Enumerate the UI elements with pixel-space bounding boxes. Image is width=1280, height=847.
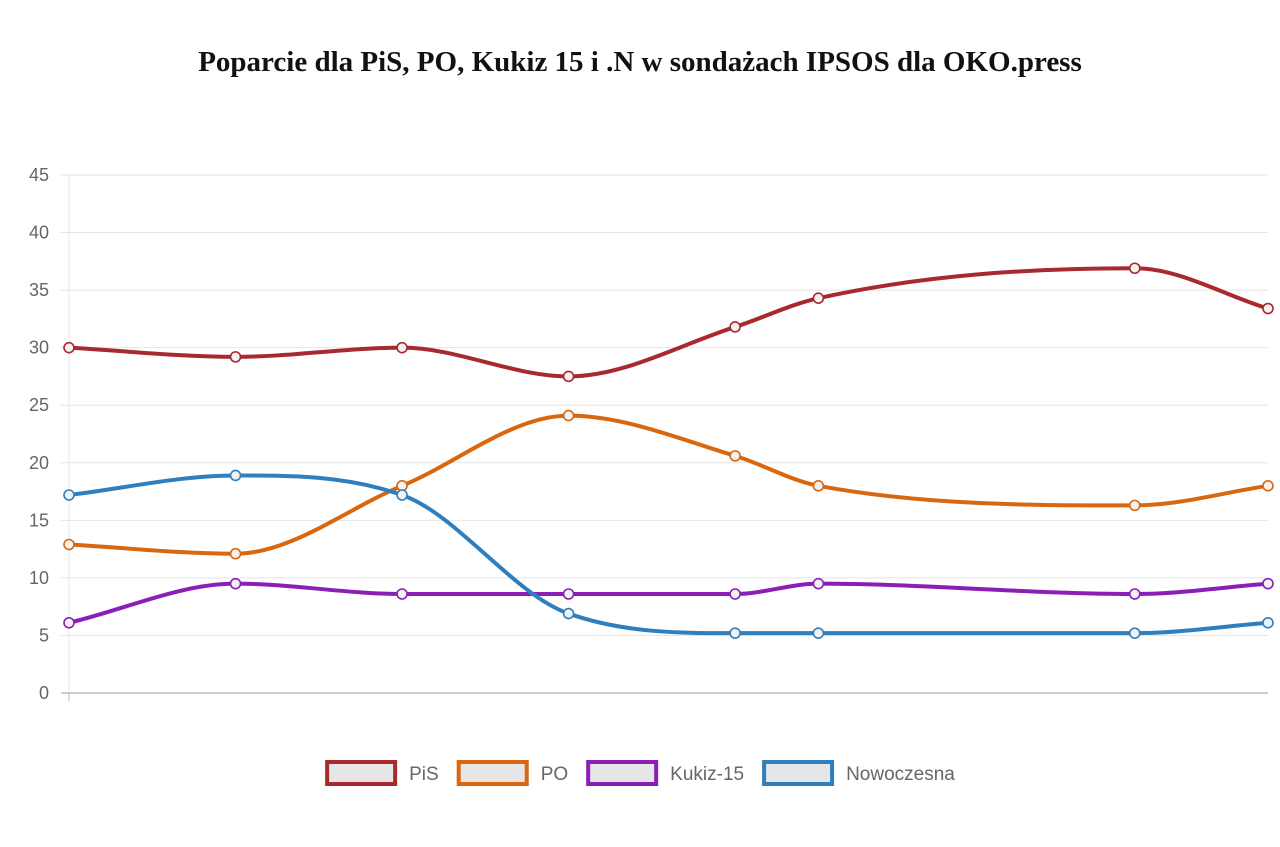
data-point-pis[interactable] bbox=[1262, 302, 1274, 315]
legend: PiS PO Kukiz-15 Nowoczesna bbox=[325, 760, 955, 786]
data-point-nowoczesna[interactable] bbox=[729, 627, 741, 639]
legend-item-kukiz-15[interactable]: Kukiz-15 bbox=[586, 760, 744, 786]
data-point-po[interactable] bbox=[812, 479, 825, 492]
data-point-po[interactable] bbox=[1262, 479, 1274, 492]
legend-item-po[interactable]: PO bbox=[456, 760, 568, 786]
series-line-kukiz-15 bbox=[67, 581, 1270, 625]
y-tick-label: 45 bbox=[29, 165, 49, 185]
y-tick-label: 30 bbox=[29, 338, 49, 358]
y-tick-label: 10 bbox=[29, 568, 49, 588]
series-line-po bbox=[67, 413, 1270, 556]
data-point-kukiz-15[interactable] bbox=[63, 616, 75, 629]
data-point-pis[interactable] bbox=[729, 321, 741, 333]
y-tick-label: 25 bbox=[29, 395, 49, 415]
data-point-nowoczesna[interactable] bbox=[812, 627, 825, 639]
data-point-nowoczesna[interactable] bbox=[562, 607, 575, 620]
y-tick-label: 20 bbox=[29, 453, 49, 473]
data-point-kukiz-15[interactable] bbox=[1128, 588, 1141, 600]
grid-lines bbox=[61, 174, 1268, 636]
data-point-kukiz-15[interactable] bbox=[229, 577, 242, 590]
data-point-kukiz-15[interactable] bbox=[1262, 577, 1274, 590]
series-line-pis bbox=[67, 266, 1270, 379]
legend-label-kukiz-15: Kukiz-15 bbox=[670, 764, 744, 785]
data-point-kukiz-15[interactable] bbox=[396, 588, 408, 600]
legend-item-nowoczesna[interactable]: Nowoczesna bbox=[762, 760, 955, 786]
legend-label-nowoczesna: Nowoczesna bbox=[846, 764, 955, 785]
data-point-pis[interactable] bbox=[229, 351, 242, 363]
y-tick-label: 5 bbox=[39, 625, 49, 645]
legend-label-po: PO bbox=[541, 764, 568, 785]
data-point-pis[interactable] bbox=[812, 292, 825, 304]
series-points bbox=[63, 262, 1274, 639]
y-tick-label: 0 bbox=[39, 683, 49, 703]
legend-swatch-kukiz-15 bbox=[586, 760, 659, 786]
data-point-nowoczesna[interactable] bbox=[63, 489, 75, 501]
data-point-po[interactable] bbox=[229, 547, 242, 560]
y-axis-tick-labels: 0 5 10 15 20 25 30 35 40 45 bbox=[29, 165, 49, 703]
legend-swatch-po bbox=[456, 760, 529, 786]
chart-title: Poparcie dla PiS, PO, Kukiz 15 i .N w so… bbox=[198, 46, 1082, 78]
series-line-nowoczesna bbox=[67, 473, 1270, 636]
legend-swatch-pis bbox=[325, 760, 398, 786]
data-point-kukiz-15[interactable] bbox=[729, 588, 741, 600]
data-point-pis[interactable] bbox=[1128, 262, 1141, 275]
data-point-pis[interactable] bbox=[63, 341, 75, 354]
data-point-po[interactable] bbox=[1128, 499, 1141, 512]
data-point-nowoczesna[interactable] bbox=[229, 469, 242, 482]
series-lines bbox=[67, 266, 1270, 636]
data-point-pis[interactable] bbox=[562, 370, 575, 383]
data-point-nowoczesna[interactable] bbox=[396, 489, 408, 501]
axes bbox=[61, 175, 1268, 701]
data-point-po[interactable] bbox=[63, 538, 75, 551]
data-point-nowoczesna[interactable] bbox=[1262, 616, 1274, 629]
data-point-po[interactable] bbox=[562, 409, 575, 422]
data-point-kukiz-15[interactable] bbox=[812, 577, 825, 590]
legend-item-pis[interactable]: PiS bbox=[325, 760, 439, 786]
legend-label-pis: PiS bbox=[409, 764, 439, 785]
legend-swatch-nowoczesna bbox=[762, 760, 835, 786]
y-tick-label: 15 bbox=[29, 510, 49, 530]
data-point-nowoczesna[interactable] bbox=[1128, 627, 1141, 639]
data-point-kukiz-15[interactable] bbox=[562, 588, 575, 600]
y-tick-label: 40 bbox=[29, 223, 49, 243]
data-point-po[interactable] bbox=[729, 450, 741, 462]
data-point-pis[interactable] bbox=[396, 341, 408, 354]
y-tick-label: 35 bbox=[29, 280, 49, 300]
